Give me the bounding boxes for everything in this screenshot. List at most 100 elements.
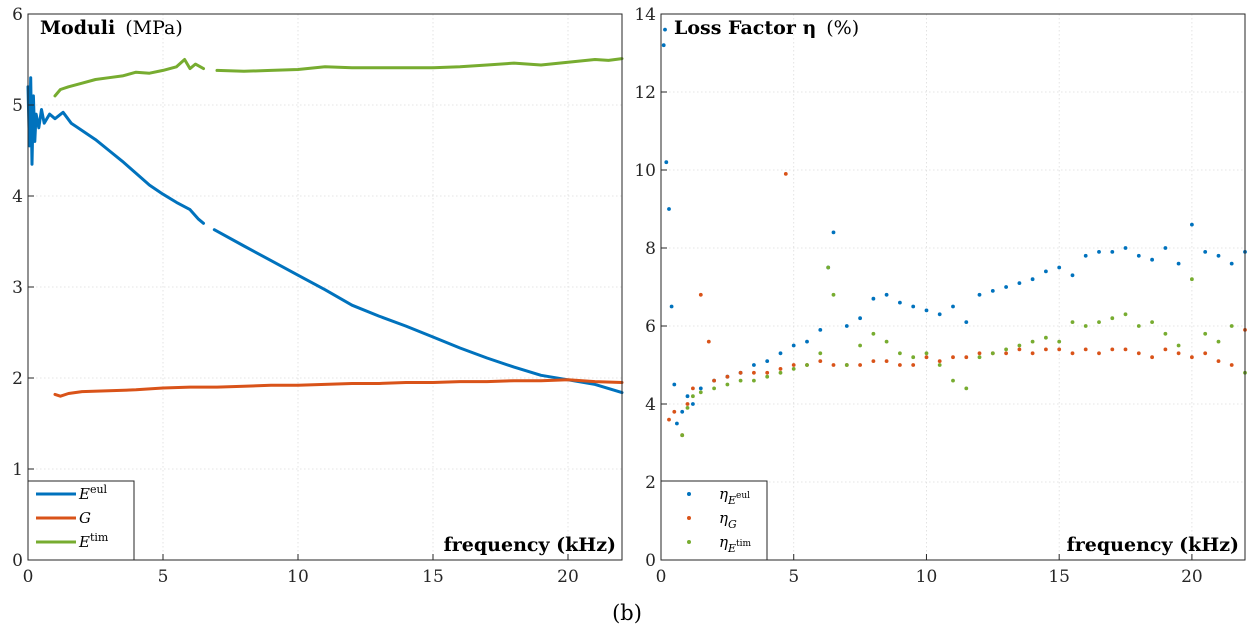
loss-factor-series-1-point <box>858 363 862 367</box>
loss-factor-series-0-point <box>1110 250 1115 254</box>
loss-factor-series-2-point <box>685 406 690 410</box>
loss-factor-series-0-point <box>1216 253 1221 258</box>
moduli-series-line-0 <box>26 76 205 225</box>
loss-factor-series-1-point <box>667 417 671 422</box>
loss-factor-series-0-point <box>1176 261 1181 266</box>
loss-factor-series-0-point <box>1190 222 1194 227</box>
loss-factor-x-tick-label: 15 <box>1048 567 1070 587</box>
loss-factor-series-1-point <box>1229 363 1234 367</box>
moduli-legend-label: Etim <box>78 531 109 551</box>
loss-factor-y-tick-label: 4 <box>645 395 656 415</box>
loss-factor-series-0-point <box>844 324 849 328</box>
loss-factor-series-2-point <box>1216 339 1221 344</box>
loss-factor-series-2-point <box>858 343 862 348</box>
loss-factor-series-1-point <box>977 351 982 356</box>
loss-factor-series-1-point <box>924 355 929 360</box>
loss-factor-series-2-point <box>1163 331 1168 336</box>
loss-factor-series-1-point <box>964 355 969 360</box>
loss-factor-series-0-point <box>924 308 929 313</box>
loss-factor-series-1-point <box>1057 347 1062 352</box>
moduli-legend-label: Eeul <box>78 483 108 503</box>
loss-factor-series-0-point <box>664 160 669 165</box>
loss-factor-series-0-point <box>680 409 685 414</box>
loss-factor-legend-swatch <box>687 492 691 496</box>
loss-factor-series-0-point <box>977 292 982 297</box>
loss-factor-legend-label: ηEtim <box>719 533 752 555</box>
loss-factor-series-1-point <box>1017 347 1022 352</box>
moduli-series-line-3 <box>53 58 205 98</box>
loss-factor-series-2-point <box>791 367 796 371</box>
loss-factor-series-2-point <box>1004 347 1008 352</box>
moduli-legend-label: G <box>79 509 91 527</box>
loss-factor-series-1-point <box>937 359 942 363</box>
loss-factor-series-1-point <box>818 359 823 363</box>
loss-factor-series-1-point <box>1150 355 1154 360</box>
loss-factor-y-tick-label: 0 <box>645 551 656 571</box>
loss-factor-series-1-point <box>1216 359 1221 363</box>
loss-factor-series-0-point <box>791 343 796 348</box>
moduli-series-line-1 <box>212 228 624 395</box>
loss-factor-series-0-point <box>871 296 876 301</box>
loss-factor-series-2-point <box>844 363 849 367</box>
loss-factor-series-2-point <box>831 292 836 297</box>
loss-factor-series-0-point <box>1004 285 1008 289</box>
loss-factor-series-1-point <box>1097 351 1101 356</box>
loss-factor-series-2-point <box>1017 343 1022 348</box>
loss-factor-y-tick-label: 8 <box>645 239 656 259</box>
loss-factor-series-2-point <box>1190 277 1194 282</box>
loss-factor-legend-swatch <box>687 540 691 544</box>
moduli-x-axis-label: frequency (kHz) <box>444 534 616 556</box>
loss-factor-series-0-point <box>691 402 695 406</box>
loss-factor-series-2-point <box>937 363 942 367</box>
loss-factor-y-tick-label: 6 <box>645 317 656 337</box>
panel-caption: (b) <box>612 601 642 625</box>
moduli-y-tick-label: 5 <box>12 96 23 116</box>
loss-factor-series-2-point <box>765 374 770 379</box>
loss-factor-series-0-point <box>937 312 942 317</box>
moduli-y-tick-label: 2 <box>12 369 23 389</box>
loss-factor-series-1-point <box>831 363 836 367</box>
loss-factor-series-2-point <box>738 378 743 383</box>
loss-factor-series-0-point <box>661 43 666 48</box>
loss-factor-series-2-point <box>1203 331 1208 336</box>
loss-factor-series-0-point <box>1163 246 1168 250</box>
loss-factor-x-tick-label: 0 <box>656 567 667 587</box>
loss-factor-legend-label: ηEeul <box>719 485 750 507</box>
loss-factor-series-1-point <box>725 374 730 379</box>
loss-factor-series-2-point <box>964 386 969 391</box>
moduli-y-tick-label: 1 <box>12 460 23 480</box>
moduli-x-tick-label: 15 <box>422 567 444 587</box>
moduli-series-line-4 <box>215 57 624 73</box>
loss-factor-series-1-point <box>884 359 889 363</box>
loss-factor-series-2-point <box>752 378 756 383</box>
loss-factor-series-1-point <box>1083 347 1088 352</box>
loss-factor-series-2-point <box>1057 339 1062 344</box>
loss-factor-series-0-point <box>1070 273 1075 278</box>
loss-factor-series-0-point <box>667 207 671 211</box>
loss-factor-series-2-point <box>977 355 982 360</box>
loss-factor-grid <box>661 14 1245 560</box>
loss-factor-axes-frame <box>660 13 1246 561</box>
loss-factor-series-2-point <box>680 433 685 438</box>
loss-factor-series-1-point <box>1044 347 1048 352</box>
loss-factor-series-0-point <box>1083 253 1088 258</box>
loss-factor-series-1-point <box>765 370 770 375</box>
loss-factor-series-0-point <box>1097 250 1101 254</box>
loss-factor-series-1-point <box>752 370 756 375</box>
loss-factor-series-1-point <box>1070 351 1075 356</box>
loss-factor-series-1-point <box>712 378 716 383</box>
loss-factor-series-1-point <box>951 355 955 360</box>
loss-factor-series-0-point <box>1044 269 1048 274</box>
moduli-y-tick-label: 3 <box>12 278 23 298</box>
loss-factor-series-1-point <box>783 172 788 176</box>
moduli-series-line-2 <box>53 378 624 398</box>
loss-factor-series-1-point <box>898 363 902 367</box>
loss-factor-series-2-point <box>805 363 809 367</box>
loss-factor-series-2-point <box>826 265 831 270</box>
loss-factor-series-1-point <box>911 363 916 367</box>
loss-factor-series-1-point <box>871 359 876 363</box>
loss-factor-series-2-point <box>1030 339 1035 344</box>
loss-factor-chart: 0 5 10 15 20 0 2 4 6 8 10 12 14 Loss Factor η (%) fr… <box>634 5 1247 587</box>
moduli-x-tick-label: 10 <box>287 567 309 587</box>
